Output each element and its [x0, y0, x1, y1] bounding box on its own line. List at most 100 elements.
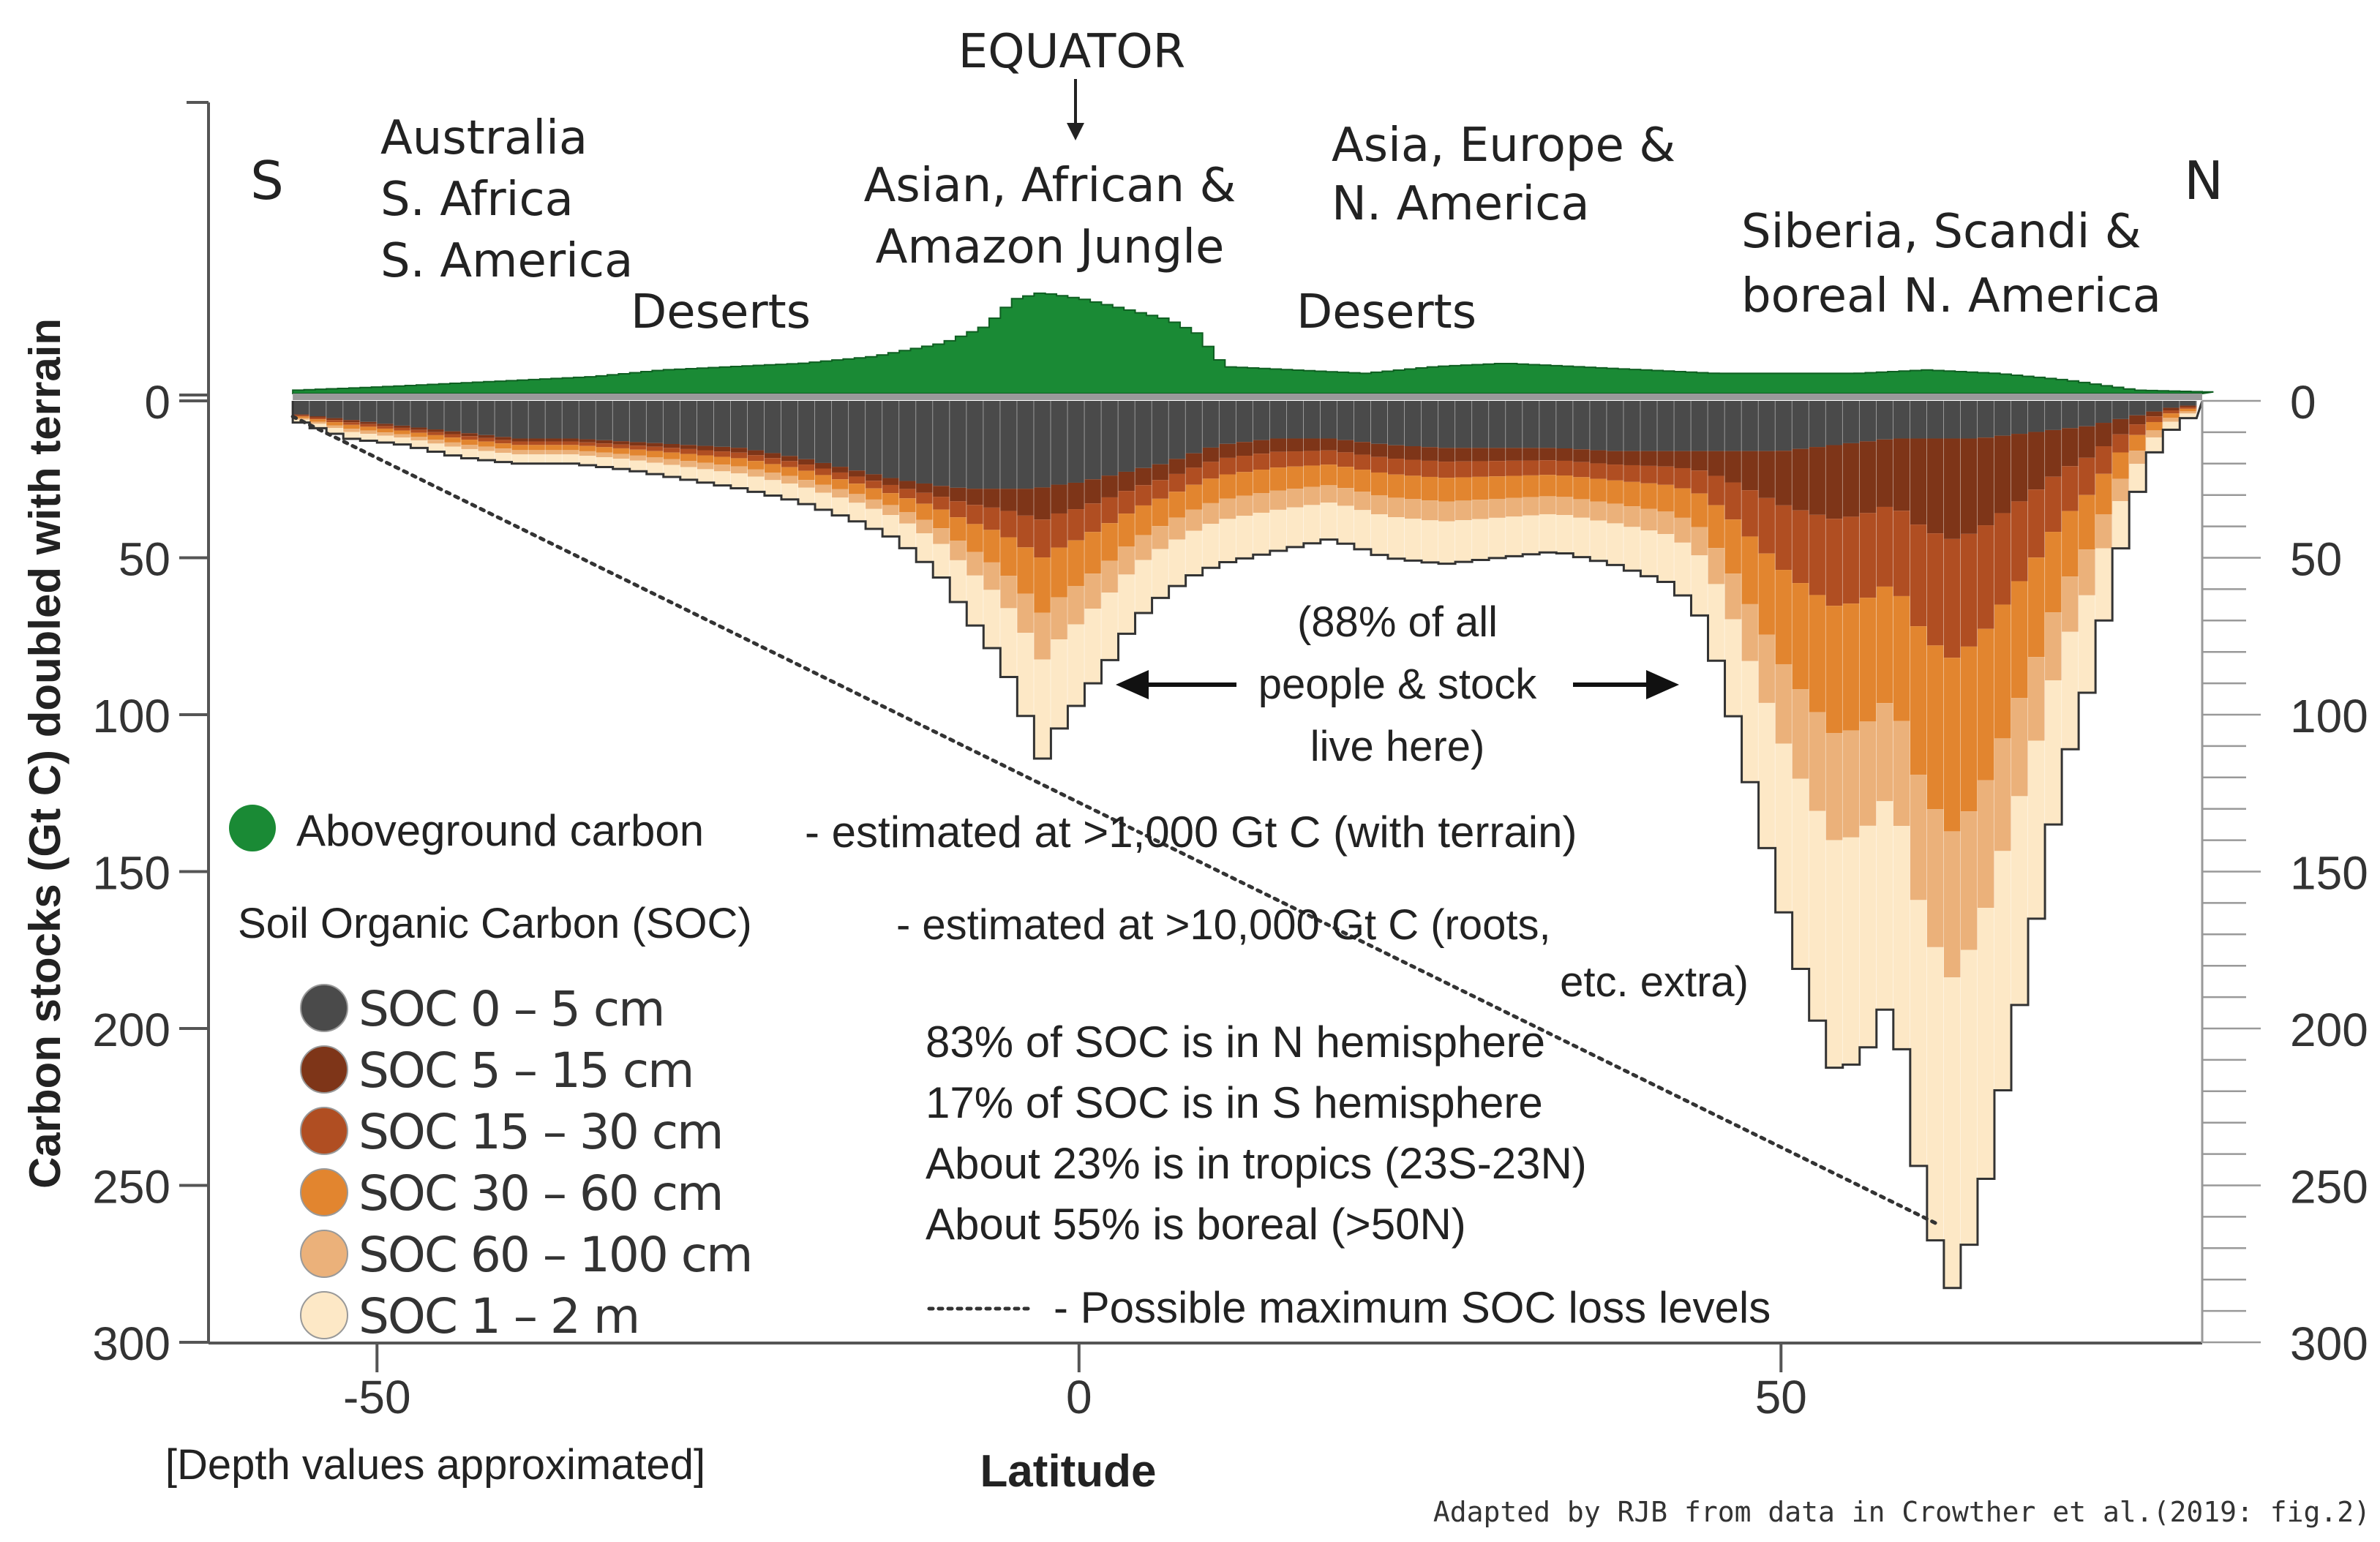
soc-segment	[1876, 586, 1894, 704]
soc-segment	[1506, 448, 1523, 461]
soc-segment-0-5cm	[2112, 401, 2130, 419]
soc-segment-0-5cm	[1910, 401, 1928, 439]
soc-segment	[1286, 451, 1305, 467]
soc-segment	[1219, 457, 1237, 475]
stat-line: About 23% is in tropics (23S-23N)	[926, 1139, 1587, 1188]
soc-segment	[1017, 633, 1035, 716]
soc-segment	[1876, 439, 1894, 507]
soc-segment	[1926, 645, 1945, 810]
soc-segment	[663, 443, 681, 448]
soc-segment	[2095, 445, 2113, 474]
soc-segment	[1253, 470, 1271, 494]
soc-bar	[1792, 401, 1810, 969]
soc-segment	[1185, 484, 1204, 510]
soc-segment	[444, 434, 462, 438]
soc-segment-0-5cm	[1607, 401, 1624, 451]
soc-segment-0-5cm	[747, 401, 765, 451]
soc-segment-0-5cm	[1438, 401, 1456, 448]
soc-segment	[697, 462, 715, 470]
soc-segment	[1135, 560, 1153, 614]
region-label: Deserts	[1296, 285, 1476, 339]
soc-segment	[1926, 438, 1945, 534]
soc-segment	[1741, 490, 1760, 537]
soc-segment	[562, 441, 580, 445]
soc-segment	[1337, 467, 1355, 489]
soc-segment	[1691, 493, 1709, 527]
soc-segment	[1438, 521, 1456, 564]
soc-segment	[1152, 464, 1170, 481]
soc-segment	[1825, 519, 1844, 606]
soc-segment	[866, 488, 883, 500]
soc-segment	[697, 450, 715, 456]
soc-bar	[377, 401, 395, 443]
soc-segment-0-5cm	[1017, 401, 1035, 489]
soc-segment	[1573, 449, 1591, 462]
soc-segment	[1809, 447, 1827, 515]
soc-bar	[1775, 401, 1793, 913]
soc-segment	[747, 461, 765, 470]
soc-segment	[1893, 826, 1911, 1050]
soc-segment	[1926, 947, 1945, 1241]
soc-segment	[2180, 405, 2197, 407]
soc-segment	[713, 465, 732, 472]
soc-segment	[849, 503, 866, 522]
soc-bar	[1320, 401, 1338, 540]
soc-segment	[1859, 721, 1877, 826]
soc-segment	[1455, 461, 1473, 478]
soc-segment-0-5cm	[1135, 401, 1153, 468]
soc-segment	[1455, 520, 1473, 563]
soc-segment	[528, 441, 547, 445]
soc-segment	[1523, 515, 1540, 554]
soc-segment	[697, 455, 715, 463]
soc-bar	[899, 401, 917, 549]
soc-bar	[629, 401, 647, 472]
soc-segment	[293, 416, 310, 418]
soc-segment-0-5cm	[1960, 401, 1978, 439]
soc-segment	[1506, 475, 1523, 498]
soc-segment	[815, 484, 833, 493]
legend-layer-label: SOC 60 – 100 cm	[358, 1227, 751, 1283]
soc-segment	[326, 418, 344, 421]
people-arrow-left-head	[1116, 670, 1149, 699]
equator-arrow-head	[1067, 123, 1084, 140]
soc-segment	[2146, 416, 2163, 422]
soc-segment	[1994, 513, 2012, 605]
soc-segment	[2163, 413, 2180, 418]
soc-segment	[343, 429, 361, 432]
soc-segment	[461, 433, 479, 437]
soc-bar	[1708, 401, 1726, 661]
soc-segment-0-5cm	[697, 401, 715, 446]
soc-segment	[2028, 432, 2046, 490]
people-arrow-right-head	[1646, 670, 1679, 699]
soc-segment	[1539, 475, 1557, 497]
soc-segment	[983, 562, 1001, 590]
soc-segment	[1506, 516, 1523, 557]
soc-segment-0-5cm	[832, 401, 849, 467]
soc-segment	[394, 430, 411, 435]
soc-segment	[1741, 603, 1760, 661]
soc-segment	[1775, 663, 1793, 744]
soc-bar	[1825, 401, 1844, 1068]
soc-segment	[1556, 497, 1574, 516]
soc-segment	[360, 424, 378, 427]
soc-segment-0-5cm	[1084, 401, 1103, 480]
soc-segment	[697, 469, 715, 483]
soc-segment	[377, 428, 394, 433]
legend-layer-swatch	[300, 1230, 348, 1278]
soc-segment	[1051, 639, 1069, 729]
soc-segment	[1219, 474, 1237, 499]
soc-segment	[1607, 465, 1624, 481]
soc-segment	[1657, 484, 1675, 512]
legend-layer-label: SOC 15 – 30 cm	[358, 1104, 722, 1160]
soc-bar	[663, 401, 681, 478]
soc-segment	[2163, 410, 2180, 414]
soc-segment	[1202, 462, 1220, 479]
soc-segment	[511, 438, 530, 442]
soc-segment	[360, 421, 378, 424]
soc-segment	[832, 467, 849, 473]
soc-segment	[1286, 438, 1305, 452]
soc-segment	[1657, 451, 1675, 467]
soc-segment	[1943, 538, 1962, 658]
soc-segment	[1506, 460, 1523, 476]
soc-segment	[1657, 466, 1675, 485]
